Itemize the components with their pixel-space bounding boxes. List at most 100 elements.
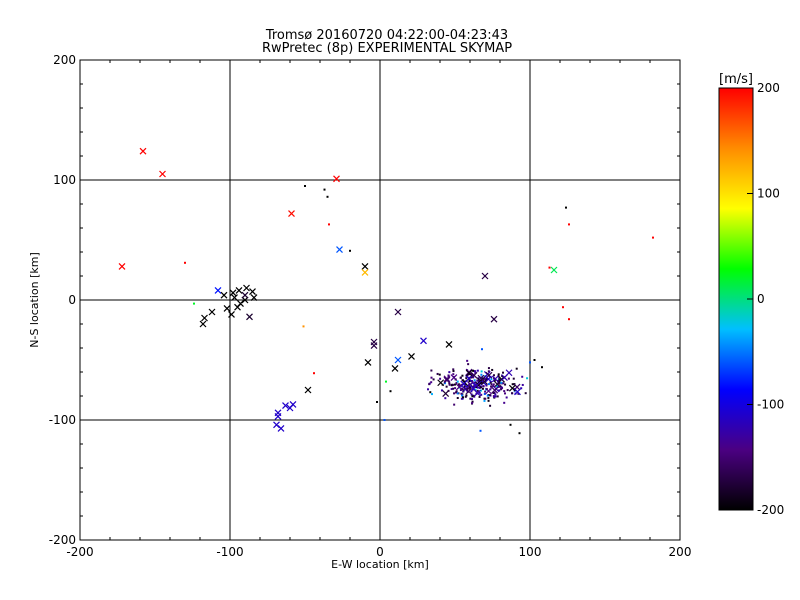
cross-stroke (437, 379, 445, 387)
cross-stroke (243, 284, 250, 292)
cross-stroke (246, 313, 253, 321)
data-point-dot (470, 398, 473, 401)
data-point-dot (521, 375, 524, 378)
data-point-dot (497, 374, 500, 377)
data-point-dot (461, 397, 464, 400)
data-point-dot (471, 374, 474, 377)
data-point-dot (452, 368, 455, 371)
cross-stroke (442, 390, 450, 397)
data-point-dot (383, 419, 386, 421)
data-point-dot (483, 378, 486, 381)
cross-stroke (470, 371, 478, 379)
x-tick-label: -100 (216, 545, 243, 559)
colorbar-label: [m/s] (719, 72, 753, 87)
data-point-dot (511, 383, 514, 386)
y-tick-label: -100 (49, 413, 76, 427)
cross-stroke (420, 337, 427, 345)
cross-stroke (474, 389, 481, 397)
data-point-dot (389, 390, 392, 393)
data-point-cross (467, 380, 474, 388)
data-point-dot (492, 395, 495, 398)
data-point-dot (453, 383, 456, 386)
data-point-dot (467, 363, 470, 366)
data-point-cross (243, 284, 250, 292)
cross-stroke (481, 272, 489, 280)
data-point-cross (485, 375, 492, 383)
x-tick-label: 200 (669, 545, 692, 559)
data-point-dot (302, 325, 305, 328)
data-point-dot (430, 381, 433, 384)
data-point-cross (159, 170, 166, 178)
cross-stroke (485, 387, 492, 395)
cross-stroke (274, 412, 282, 420)
data-point-dot (652, 236, 654, 239)
cross-stroke (490, 315, 498, 323)
data-point-dot (492, 374, 495, 377)
cross-stroke (361, 268, 369, 276)
data-point-cross (490, 315, 498, 323)
data-point-cross (288, 210, 295, 218)
data-point-dot (478, 395, 481, 398)
data-point-dot (487, 367, 490, 370)
data-point-dot (499, 385, 502, 388)
cross-stroke (220, 291, 228, 299)
data-point-cross (361, 262, 369, 270)
data-point-cross (437, 379, 445, 387)
data-point-dot (447, 374, 450, 377)
data-point-dot (438, 373, 441, 376)
cross-stroke (461, 385, 469, 393)
cross-stroke (450, 374, 458, 381)
data-point-dot (480, 393, 483, 396)
cross-stroke (408, 352, 415, 360)
data-point-cross (465, 387, 473, 395)
data-point-dot (541, 366, 543, 369)
data-point-cross (505, 369, 513, 377)
data-point-cross (465, 368, 473, 376)
data-markers (118, 147, 654, 435)
data-point-dot (450, 388, 453, 391)
data-point-dot (465, 394, 468, 397)
data-point-dot (518, 432, 521, 435)
data-point-cross (118, 262, 126, 270)
colorbar-tick-label: 200 (757, 81, 780, 95)
data-point-dot (496, 395, 499, 398)
data-point-cross (199, 320, 207, 328)
data-point-dot (430, 369, 433, 372)
data-point-cross (491, 386, 499, 394)
data-point-cross (455, 383, 463, 391)
cross-stroke (465, 375, 473, 382)
data-point-dot (452, 383, 455, 386)
data-point-dot (521, 383, 524, 386)
data-point-dot (491, 368, 494, 371)
data-point-dot (468, 386, 471, 389)
cross-stroke (231, 294, 238, 302)
data-point-dot (483, 399, 486, 402)
data-point-dot (492, 383, 495, 386)
cross-stroke (370, 342, 378, 350)
data-point-dot (471, 395, 474, 398)
data-point-dot (480, 370, 483, 373)
data-point-dot (497, 381, 500, 384)
data-point-dot (490, 378, 493, 381)
data-point-cross (442, 390, 450, 397)
cross-stroke (282, 402, 289, 410)
data-point-dot (501, 386, 504, 389)
cross-stroke (228, 310, 235, 318)
data-point-dot (498, 382, 501, 385)
data-point-cross (550, 266, 558, 274)
cross-stroke (481, 378, 488, 385)
cross-stroke (445, 340, 453, 348)
cross-stroke (391, 364, 399, 372)
cross-stroke (336, 246, 343, 254)
data-point-dot (470, 393, 473, 396)
data-point-dot (472, 394, 475, 397)
y-tick-label: 200 (53, 53, 76, 67)
data-point-dot (459, 376, 462, 379)
data-point-dot (461, 396, 464, 399)
data-point-cross (481, 272, 489, 280)
data-point-cross (408, 352, 415, 360)
data-point-dot (562, 306, 564, 309)
cross-stroke (304, 386, 312, 394)
data-point-cross (282, 402, 289, 410)
data-point-cross (450, 374, 458, 381)
